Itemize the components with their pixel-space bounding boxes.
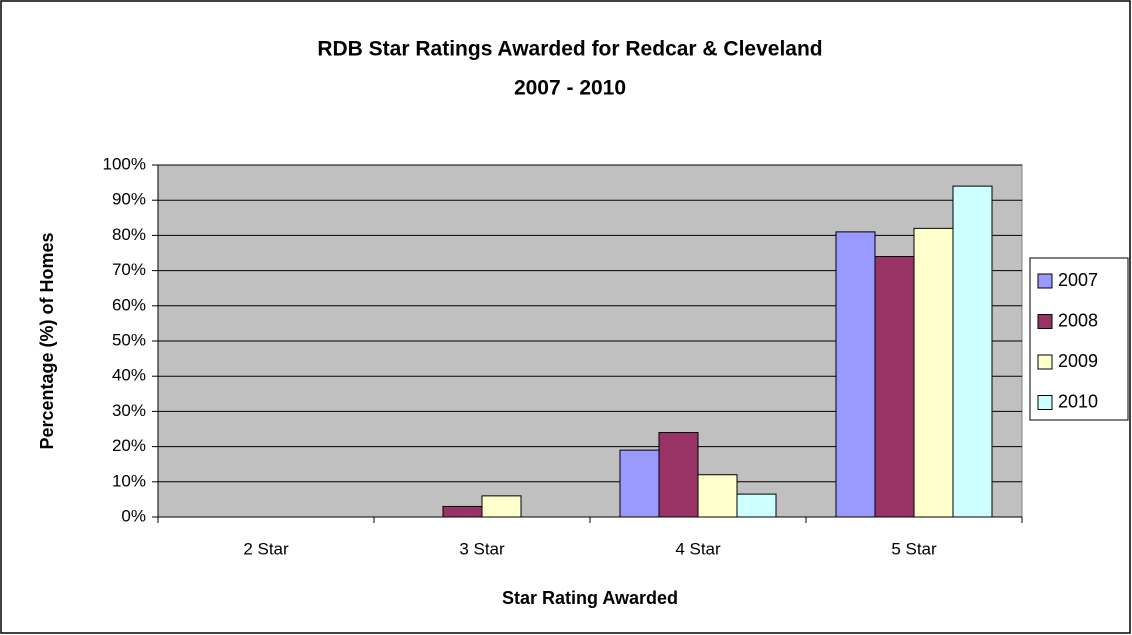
y-tick-label: 70%: [112, 260, 146, 279]
legend-swatch: [1037, 273, 1053, 289]
y-tick-label: 60%: [112, 295, 146, 314]
legend-swatch: [1037, 354, 1053, 370]
x-tick-label: 2 Star: [243, 539, 289, 558]
y-tick-label: 10%: [112, 471, 146, 490]
y-tick-label: 20%: [112, 436, 146, 455]
legend-swatch: [1037, 395, 1053, 410]
bar: [835, 231, 876, 518]
y-tick-label: 90%: [112, 190, 146, 209]
bar: [736, 493, 777, 518]
x-tick-label: 3 Star: [459, 539, 505, 558]
x-tick-label: 4 Star: [675, 539, 721, 558]
legend-label: 2007: [1058, 270, 1098, 290]
chart-title: RDB Star Ratings Awarded for Redcar & Cl…: [317, 38, 822, 61]
chart-title: 2007 - 2010: [514, 77, 626, 100]
bar: [874, 256, 915, 518]
legend-label: 2009: [1058, 351, 1098, 371]
x-tick-label: 5 Star: [891, 539, 937, 558]
bar: [913, 227, 954, 518]
y-tick-label: 100%: [103, 154, 146, 173]
bar: [952, 185, 993, 518]
bar: [442, 505, 483, 518]
y-axis-title: Percentage (%) of Homes: [37, 232, 57, 449]
y-tick-label: 40%: [112, 366, 146, 385]
y-tick-label: 30%: [112, 401, 146, 420]
legend-swatch: [1037, 314, 1053, 329]
y-tick-label: 0%: [121, 506, 146, 525]
y-tick-label: 50%: [112, 330, 146, 349]
bar: [697, 474, 738, 518]
bar: [658, 432, 699, 518]
y-tick-label: 80%: [112, 225, 146, 244]
x-axis-title: Star Rating Awarded: [502, 588, 678, 608]
bar: [481, 495, 522, 518]
legend-label: 2010: [1058, 391, 1098, 411]
legend-label: 2008: [1058, 310, 1098, 330]
bar: [619, 449, 660, 518]
